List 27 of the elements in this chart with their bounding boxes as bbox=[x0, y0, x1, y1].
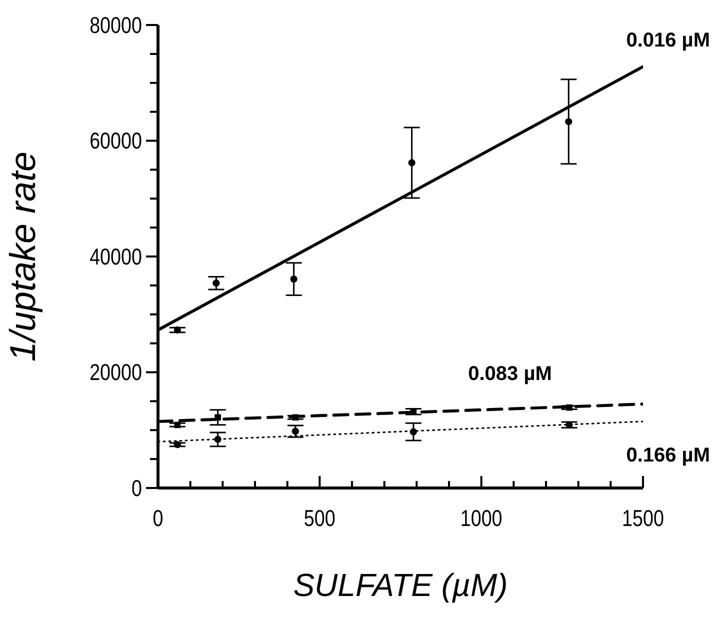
point bbox=[565, 118, 572, 126]
y-axis-title: 1/uptake rate bbox=[2, 151, 43, 362]
point bbox=[292, 414, 299, 421]
point bbox=[410, 428, 417, 436]
x-axis-title: SULFATE (µM) bbox=[293, 567, 508, 603]
point bbox=[212, 280, 220, 287]
point bbox=[408, 159, 416, 166]
y-tick-label: 20000 bbox=[90, 360, 142, 386]
series-label: 0.166 µM bbox=[626, 444, 710, 466]
point bbox=[214, 436, 222, 443]
series-label: 0.083 µM bbox=[468, 363, 552, 386]
x-tick-label: 1000 bbox=[460, 506, 502, 532]
series-label: 0.016 µM bbox=[626, 30, 710, 52]
point bbox=[566, 404, 572, 411]
point bbox=[290, 276, 298, 283]
x-tick-label: 0 bbox=[152, 506, 164, 532]
y-tick-label: 80000 bbox=[90, 13, 142, 38]
y-tick-label: 60000 bbox=[90, 129, 142, 154]
y-tick-label: 40000 bbox=[90, 244, 142, 270]
point bbox=[214, 414, 221, 421]
x-tick-label: 500 bbox=[304, 506, 336, 532]
point bbox=[174, 422, 181, 428]
point bbox=[174, 326, 181, 334]
x-tick-label: 1500 bbox=[622, 506, 664, 532]
point bbox=[292, 428, 299, 435]
y-tick-label: 0 bbox=[132, 476, 142, 502]
point bbox=[174, 441, 181, 448]
